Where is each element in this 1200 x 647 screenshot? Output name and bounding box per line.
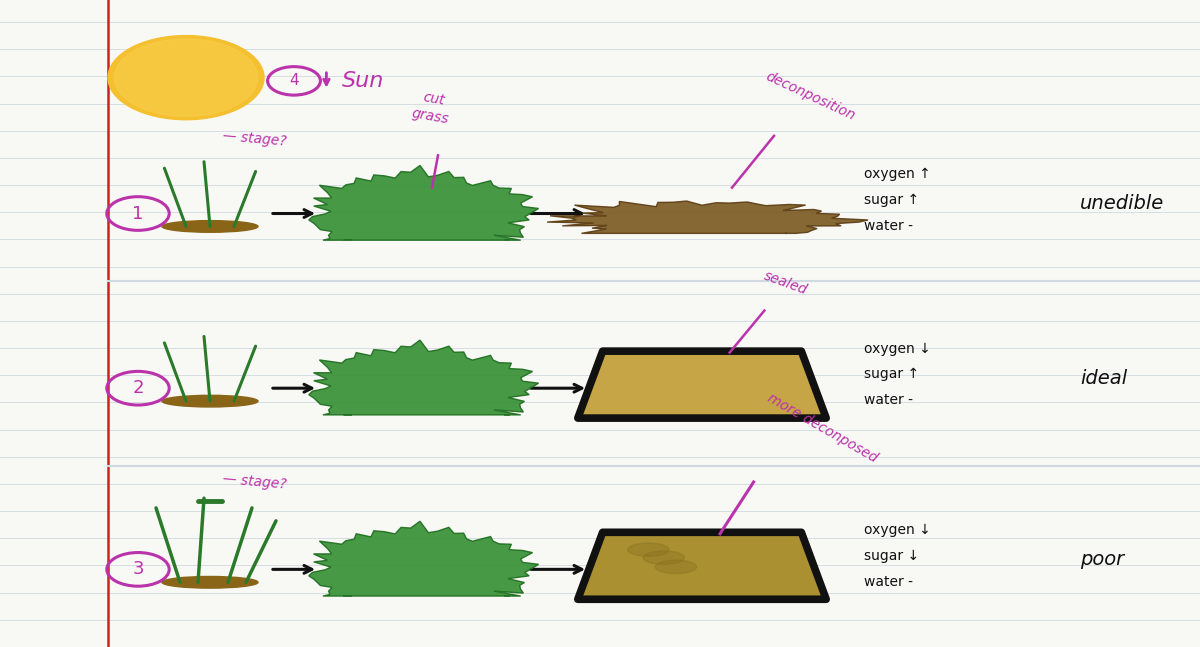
Circle shape xyxy=(108,36,264,120)
Text: oxygen ↓: oxygen ↓ xyxy=(864,523,931,537)
Polygon shape xyxy=(308,521,539,596)
Text: — stage?: — stage? xyxy=(222,129,287,149)
Text: poor: poor xyxy=(1080,550,1124,569)
Text: sugar ↑: sugar ↑ xyxy=(864,367,919,382)
Ellipse shape xyxy=(162,395,258,407)
Text: 1: 1 xyxy=(132,204,144,223)
Polygon shape xyxy=(308,166,539,240)
Text: deconposition: deconposition xyxy=(763,69,857,123)
Text: — stage?: — stage? xyxy=(222,472,287,492)
Ellipse shape xyxy=(655,560,696,574)
Text: water -: water - xyxy=(864,393,913,408)
Polygon shape xyxy=(578,532,827,599)
Text: sealed: sealed xyxy=(762,269,810,298)
Text: more deconposed: more deconposed xyxy=(764,391,880,466)
Polygon shape xyxy=(547,201,868,234)
Text: ideal: ideal xyxy=(1080,369,1127,388)
Text: sugar ↓: sugar ↓ xyxy=(864,549,919,563)
Circle shape xyxy=(114,39,258,116)
Ellipse shape xyxy=(628,543,670,556)
Text: 2: 2 xyxy=(132,379,144,397)
Text: oxygen ↓: oxygen ↓ xyxy=(864,342,931,356)
Text: oxygen ↑: oxygen ↑ xyxy=(864,167,931,181)
Text: water -: water - xyxy=(864,575,913,589)
Text: 4: 4 xyxy=(289,73,299,89)
Ellipse shape xyxy=(162,576,258,588)
Text: 3: 3 xyxy=(132,560,144,578)
Ellipse shape xyxy=(162,221,258,232)
Polygon shape xyxy=(308,340,539,415)
Ellipse shape xyxy=(643,551,684,564)
Text: sugar ↑: sugar ↑ xyxy=(864,193,919,207)
Text: Sun: Sun xyxy=(342,71,384,91)
Text: unedible: unedible xyxy=(1080,194,1164,214)
Text: water -: water - xyxy=(864,219,913,233)
Text: cut
grass: cut grass xyxy=(410,89,454,126)
Polygon shape xyxy=(578,351,827,418)
